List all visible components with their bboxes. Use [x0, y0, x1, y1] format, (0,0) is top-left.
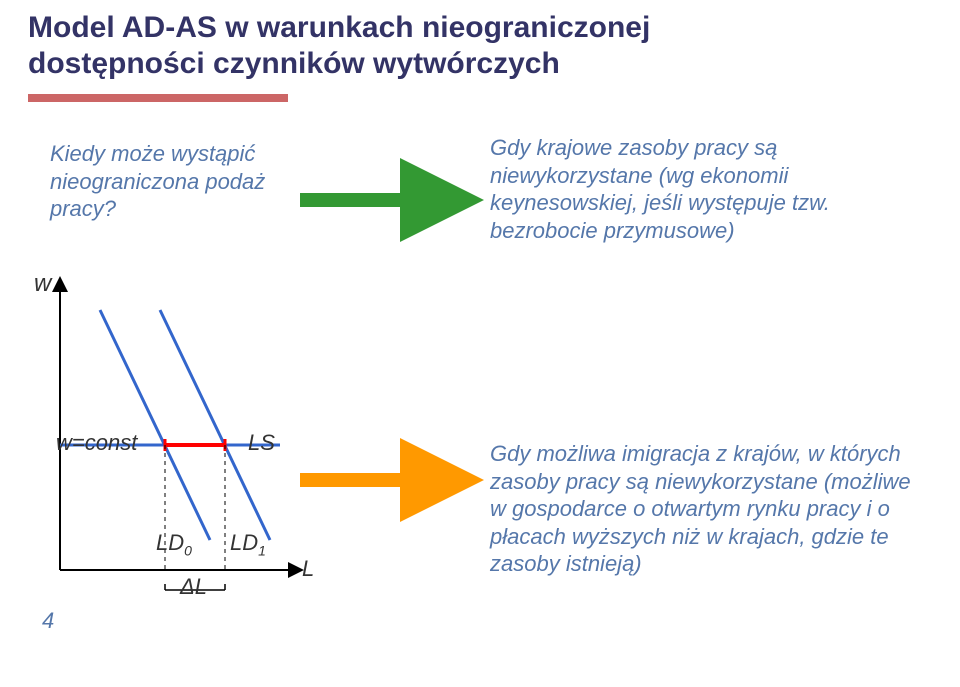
label-ld0: LD0 — [156, 530, 192, 558]
slide-title: Model AD-AS w warunkach nieograniczonej … — [28, 10, 928, 82]
label-delta-l: ΔL — [180, 574, 207, 600]
title-line1: Model AD-AS w warunkach nieograniczonej — [28, 11, 650, 44]
answer-2: Gdy możliwa imigracja z krajów, w któryc… — [490, 440, 920, 578]
axis-label-w: w — [34, 270, 51, 298]
axis-label-l: L — [302, 556, 314, 582]
ld0-sub: 0 — [184, 542, 192, 558]
ld1-text: LD — [230, 530, 258, 555]
answer-1: Gdy krajowe zasoby pracy są niewykorzyst… — [490, 134, 920, 244]
slide-number: 4 — [42, 608, 54, 634]
ld0-line — [100, 310, 210, 540]
label-ls: LS — [248, 430, 275, 456]
ld1-line — [160, 310, 270, 540]
question-text: Kiedy może wystąpić nieograniczona podaż… — [50, 140, 330, 223]
ld0-text: LD — [156, 530, 184, 555]
label-wconst: w=const — [56, 430, 137, 456]
title-line2: dostępności czynników wytwórczych — [28, 47, 560, 80]
title-underline — [28, 94, 288, 102]
ld1-sub: 1 — [258, 542, 266, 558]
label-ld1: LD1 — [230, 530, 266, 558]
